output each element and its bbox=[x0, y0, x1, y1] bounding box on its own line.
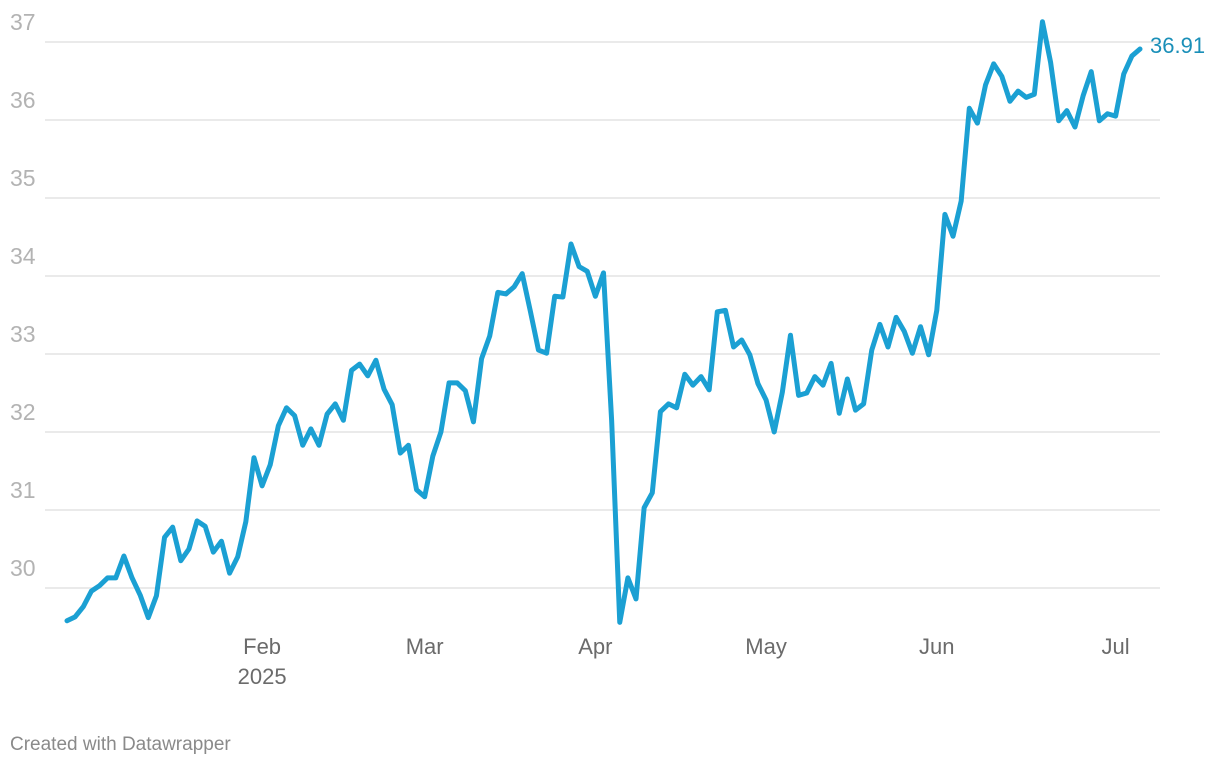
x-tick-label: Jun bbox=[919, 634, 954, 659]
y-tick-label: 30 bbox=[10, 555, 36, 581]
y-tick-label: 32 bbox=[10, 399, 36, 425]
x-tick-label: May bbox=[745, 634, 787, 659]
y-tick-label: 33 bbox=[10, 321, 36, 347]
x-tick-label: Apr bbox=[578, 634, 612, 659]
y-tick-label: 37 bbox=[10, 9, 36, 35]
x-tick-label: Feb bbox=[243, 634, 281, 659]
y-tick-label: 36 bbox=[10, 87, 36, 113]
line-series bbox=[64, 19, 1143, 625]
x-tick-label: Jul bbox=[1102, 634, 1130, 659]
end-value-label: 36.91 bbox=[1150, 33, 1205, 58]
x-year-label: 2025 bbox=[238, 664, 287, 689]
y-tick-label: 34 bbox=[10, 243, 36, 269]
y-tick-label: 31 bbox=[10, 477, 36, 503]
x-tick-label: Mar bbox=[406, 634, 444, 659]
credit: Created with Datawrapper bbox=[10, 734, 231, 755]
y-tick-label: 35 bbox=[10, 165, 36, 191]
